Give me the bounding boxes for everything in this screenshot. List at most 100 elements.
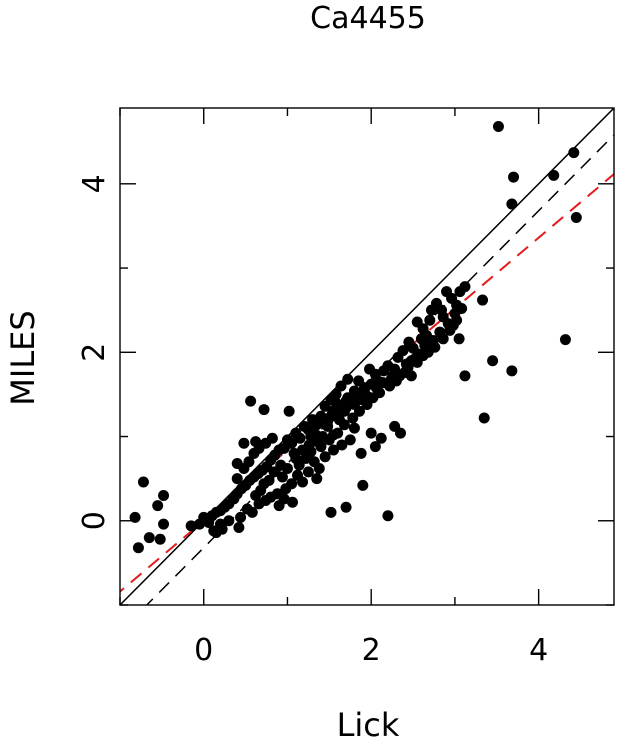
data-point <box>332 405 344 417</box>
y-axis-label: MILES <box>4 310 42 405</box>
data-point <box>238 437 250 449</box>
data-point <box>456 302 468 314</box>
data-point <box>233 522 245 534</box>
data-point <box>425 304 437 316</box>
data-point <box>290 452 302 464</box>
data-point <box>283 405 295 417</box>
data-point <box>342 392 354 404</box>
data-point <box>263 474 275 486</box>
data-point <box>335 380 347 392</box>
data-point <box>369 441 381 453</box>
x-tick-label: 4 <box>529 633 548 668</box>
data-point <box>506 198 518 210</box>
data-point <box>143 532 155 544</box>
data-point <box>340 402 352 414</box>
data-point <box>158 489 170 501</box>
data-point <box>328 429 340 441</box>
data-point <box>308 456 320 468</box>
data-point <box>377 377 389 389</box>
data-point <box>453 333 465 345</box>
x-tick-label: 2 <box>362 633 381 668</box>
data-points <box>129 121 582 554</box>
data-point <box>348 422 360 434</box>
data-point <box>223 515 235 527</box>
data-point <box>328 444 340 456</box>
data-point <box>194 518 206 530</box>
data-point <box>394 370 406 382</box>
data-point <box>365 427 377 439</box>
data-point <box>355 447 367 459</box>
data-point <box>137 476 149 488</box>
data-point <box>444 324 456 336</box>
data-point <box>508 171 520 183</box>
axis-ticks: 0 2 4 0 2 4 <box>77 108 614 668</box>
data-point <box>451 314 463 326</box>
data-point <box>336 439 348 451</box>
data-point <box>409 353 421 365</box>
data-point <box>278 493 290 505</box>
y-tick-label: 2 <box>77 343 112 362</box>
data-point <box>245 395 257 407</box>
data-point <box>559 334 571 346</box>
data-point <box>255 484 267 496</box>
data-point <box>208 525 220 537</box>
data-point <box>243 456 255 468</box>
data-point <box>154 533 166 545</box>
data-point <box>302 466 314 478</box>
data-point <box>424 314 436 326</box>
data-point <box>548 169 560 181</box>
y-tick-label: 4 <box>77 174 112 193</box>
data-point <box>441 286 453 298</box>
data-point <box>364 363 376 375</box>
data-point <box>477 294 489 306</box>
plot-frame <box>119 107 615 606</box>
data-point <box>286 496 298 508</box>
x-tick-label: 0 <box>194 633 213 668</box>
data-point <box>405 370 417 382</box>
data-point <box>487 355 499 367</box>
data-point <box>344 434 356 446</box>
data-point <box>268 466 280 478</box>
reference-line-1 <box>120 108 614 605</box>
x-axis-label: Lick <box>337 706 400 742</box>
data-point <box>568 147 580 159</box>
data-point <box>298 420 310 432</box>
data-point <box>281 434 293 446</box>
data-point <box>459 370 471 382</box>
data-point <box>340 501 352 513</box>
data-point <box>292 469 304 481</box>
data-point <box>281 463 293 475</box>
data-point <box>235 511 247 523</box>
data-point <box>353 375 365 387</box>
data-point <box>570 212 582 224</box>
data-point <box>330 397 342 409</box>
data-point <box>231 473 243 485</box>
data-point <box>152 500 164 512</box>
data-point <box>347 412 359 424</box>
data-point <box>357 479 369 491</box>
data-point <box>333 414 345 426</box>
data-point <box>266 432 278 444</box>
data-point <box>258 404 270 416</box>
data-point <box>478 412 490 424</box>
data-point <box>437 333 449 345</box>
data-point <box>394 427 406 439</box>
reference-lines <box>120 108 614 605</box>
data-point <box>325 506 337 518</box>
chart-title: Ca4455 <box>310 1 426 36</box>
data-point <box>158 518 170 530</box>
data-point <box>241 503 253 515</box>
data-point <box>253 498 265 510</box>
data-point <box>402 361 414 373</box>
data-point <box>276 471 288 483</box>
data-point <box>185 520 197 532</box>
data-point <box>311 473 323 485</box>
data-point <box>392 351 404 363</box>
data-point <box>290 427 302 439</box>
data-point <box>454 286 466 298</box>
data-point <box>280 483 292 495</box>
data-point <box>307 414 319 426</box>
data-point <box>319 400 331 412</box>
data-point <box>132 542 144 554</box>
